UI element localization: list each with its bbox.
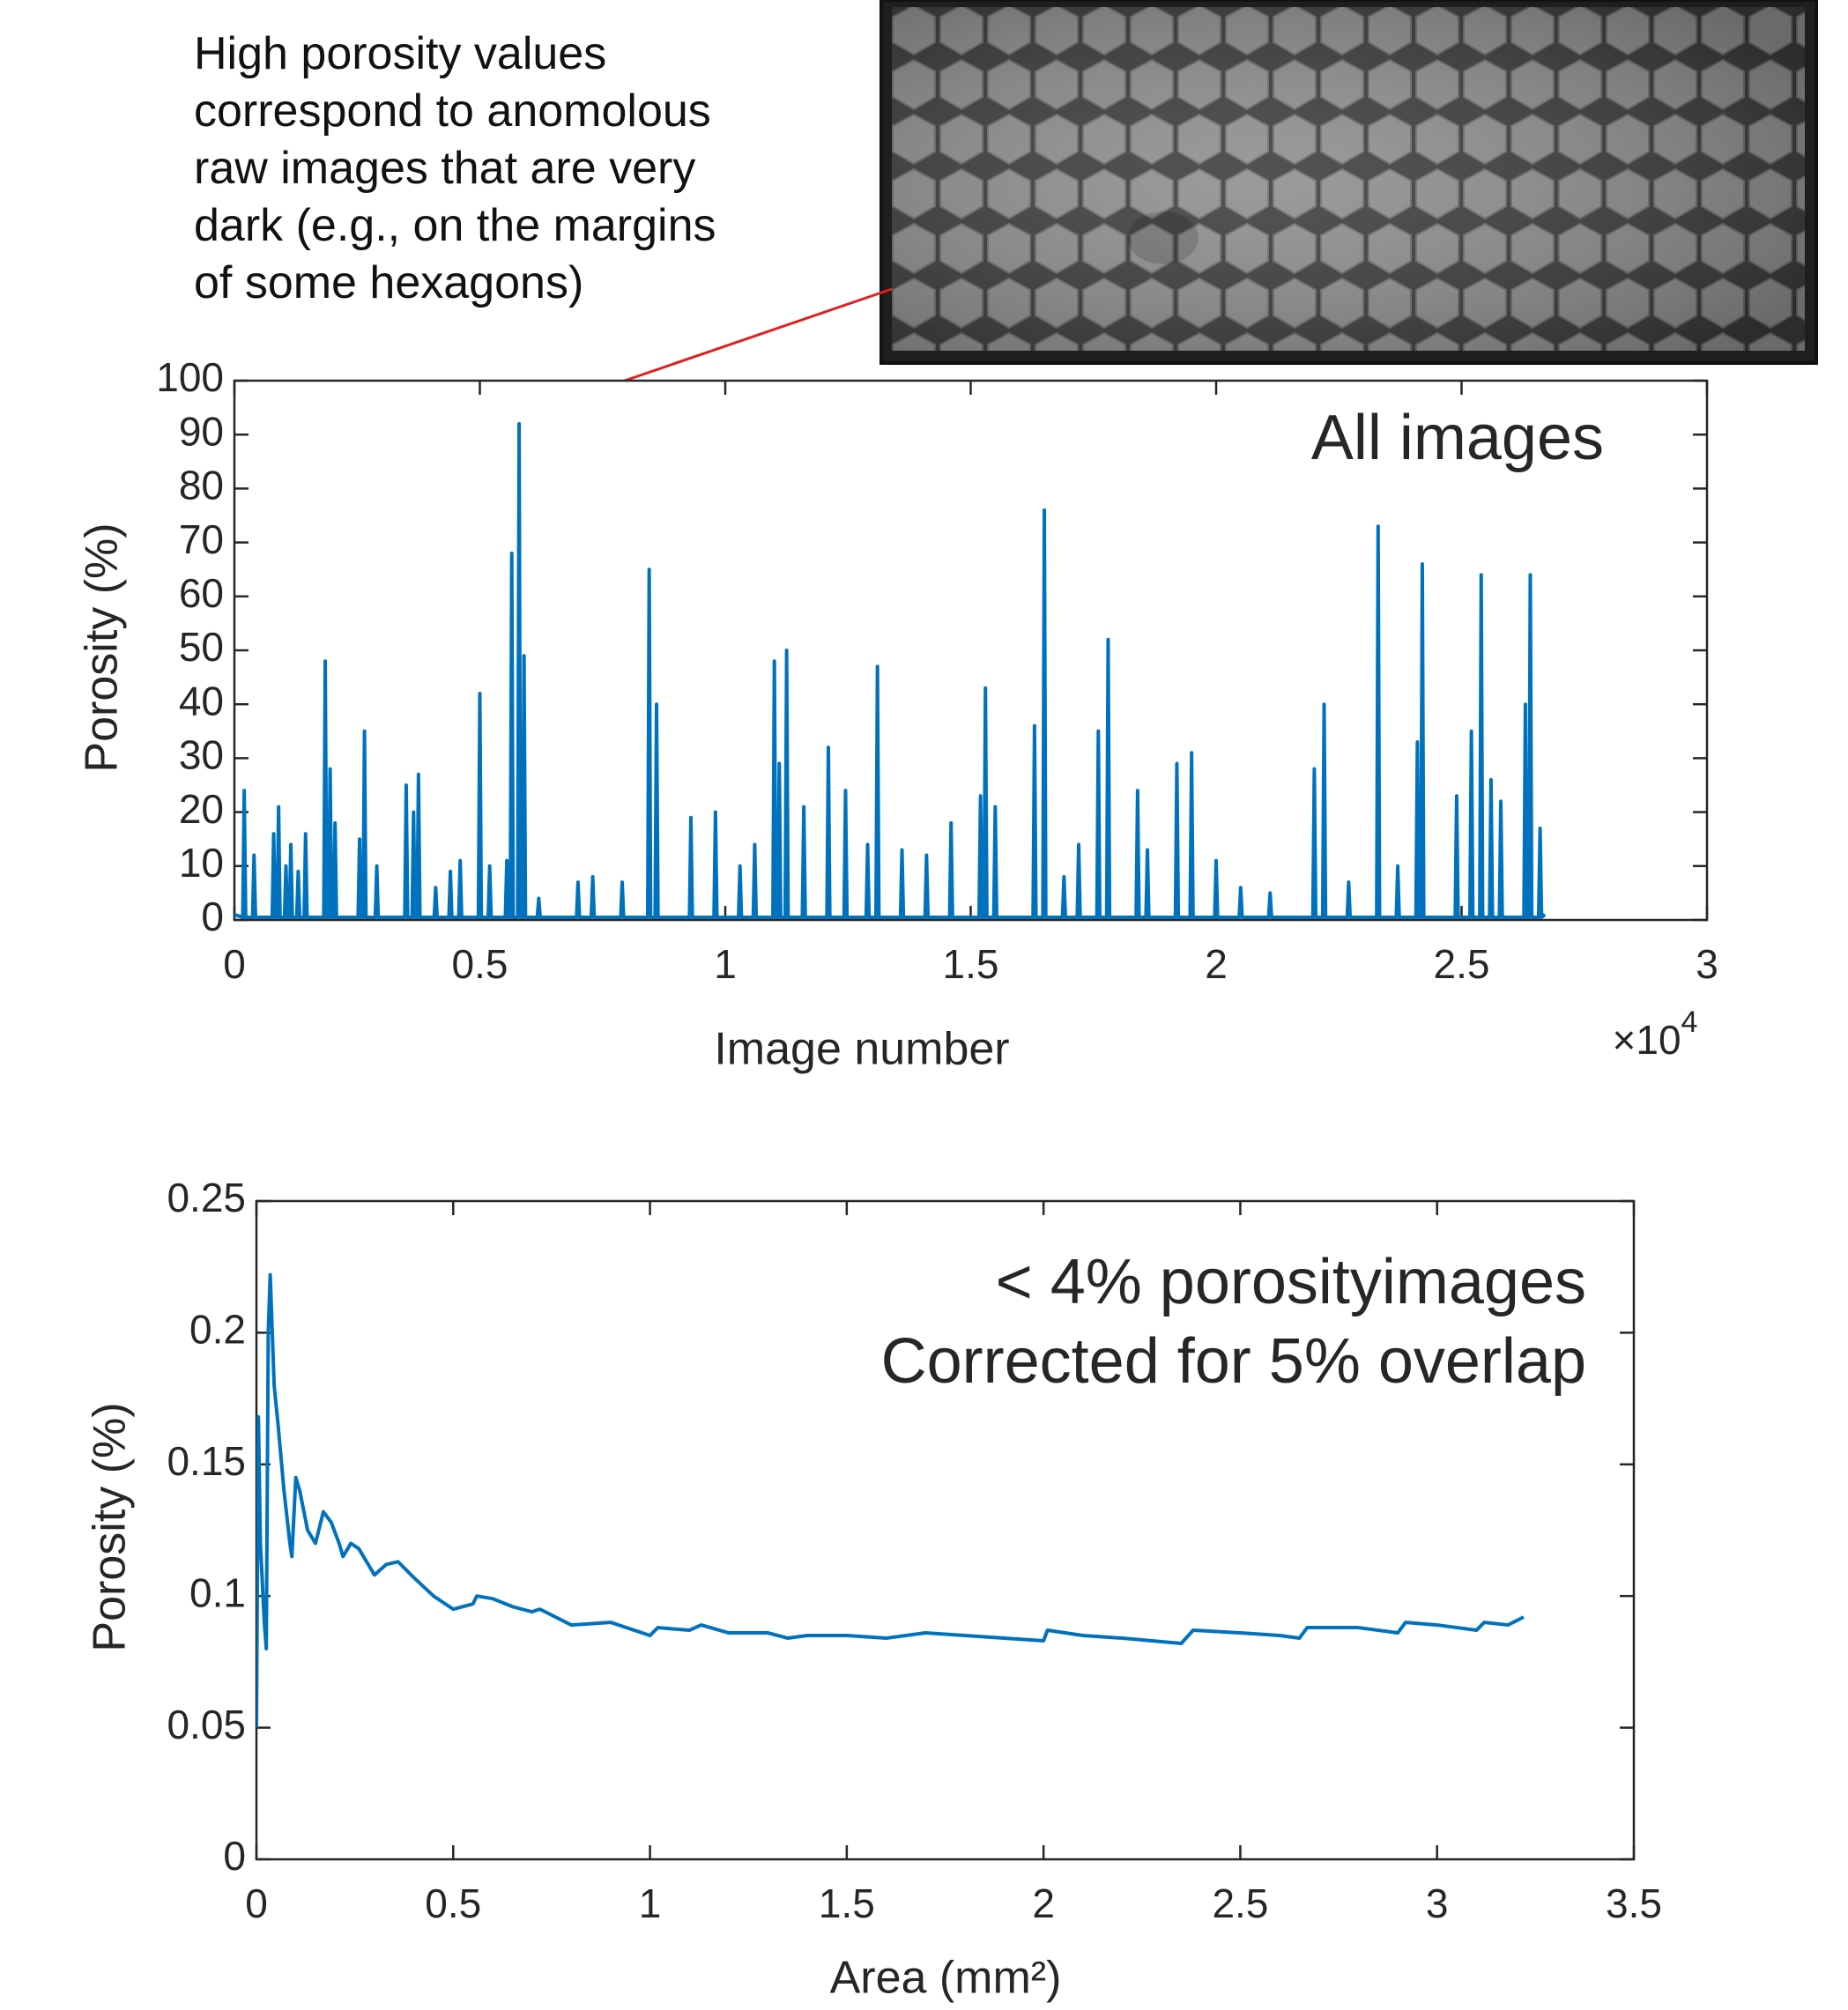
- x-tick-label: 1: [714, 941, 737, 987]
- x-tick-label: 0.5: [425, 1880, 481, 1926]
- annotation: raw images that are very: [194, 143, 695, 194]
- data-line: [256, 1272, 1525, 1728]
- x-tick-label: 3: [1696, 941, 1718, 987]
- annotation: High porosity values: [194, 28, 606, 79]
- plot-area: [234, 421, 1547, 919]
- y-tick-label: 40: [179, 678, 224, 723]
- y-tick-label: 100: [156, 354, 224, 400]
- x-tick-label: 2: [1032, 1880, 1055, 1926]
- chart-title: Corrected for 5% overlap: [881, 1326, 1586, 1397]
- y-axis-label: Porosity (%): [85, 1402, 136, 1651]
- annotation: dark (e.g., on the margins: [194, 200, 716, 251]
- chart-title: < 4% porosityimages: [996, 1247, 1586, 1317]
- chart: 0 10 20 30 40 50 60 70 80 90 100 0 0.5 1 1.5 2 2.5 3 Image…: [77, 28, 1718, 1075]
- y-tick-label: 20: [179, 786, 224, 832]
- y-tick-label: 0.25: [167, 1175, 246, 1220]
- chart-title: All images: [1311, 403, 1604, 473]
- y-tick-label: 90: [179, 408, 224, 454]
- y-tick-label: 0.05: [167, 1702, 246, 1747]
- y-tick-label: 80: [179, 463, 224, 508]
- y-tick-label: 0.15: [167, 1438, 246, 1484]
- y-tick-label: 30: [179, 732, 224, 778]
- y-tick-label: 0: [223, 1833, 246, 1879]
- y-tick-label: 0.2: [189, 1307, 246, 1353]
- x-tick-label: 2.5: [1212, 1880, 1268, 1926]
- x-axis-label: Image number: [714, 1024, 1009, 1075]
- x-tick-label: 1.5: [943, 941, 999, 987]
- y-axis-label: Porosity (%): [77, 523, 128, 772]
- x-tick-label: 3: [1426, 1880, 1449, 1926]
- y-tick-label: 50: [179, 624, 224, 670]
- plot-area: [256, 1272, 1525, 1728]
- x-tick-label: 1: [639, 1880, 662, 1926]
- x-axis-label: Area (mm²): [830, 1953, 1062, 2004]
- y-tick-label: 10: [179, 840, 224, 886]
- x-tick-label: 1.5: [819, 1880, 875, 1926]
- plot-frame: [255, 1199, 1636, 1861]
- x-tick-label: 0: [245, 1880, 268, 1926]
- x-tick-label: 0.5: [452, 941, 508, 987]
- x-tick-label: 2: [1205, 941, 1228, 987]
- x-multiplier-exponent: 4: [1681, 1005, 1698, 1039]
- x-multiplier: ×104: [1613, 1005, 1698, 1063]
- annotation: correspond to anomolous: [194, 85, 711, 137]
- y-tick-label: 70: [179, 516, 224, 562]
- annotation: of some hexagons): [194, 257, 583, 308]
- x-tick-label: 0: [223, 941, 246, 987]
- data-line: [234, 421, 1547, 919]
- y-tick-label: 0.1: [189, 1569, 246, 1615]
- chart: 0 0.05 0.1 0.15 0.2 0.25 0 0.5 1 1.5 2 2.5 3 3.5 Area …: [85, 1175, 1662, 2004]
- y-tick-label: 0: [201, 894, 224, 939]
- x-tick-label: 2.5: [1434, 941, 1490, 987]
- x-tick-label: 3.5: [1606, 1880, 1662, 1926]
- y-tick-label: 60: [179, 570, 224, 616]
- x-multiplier-base: ×10: [1613, 1017, 1681, 1063]
- inset-image: [879, 0, 1818, 365]
